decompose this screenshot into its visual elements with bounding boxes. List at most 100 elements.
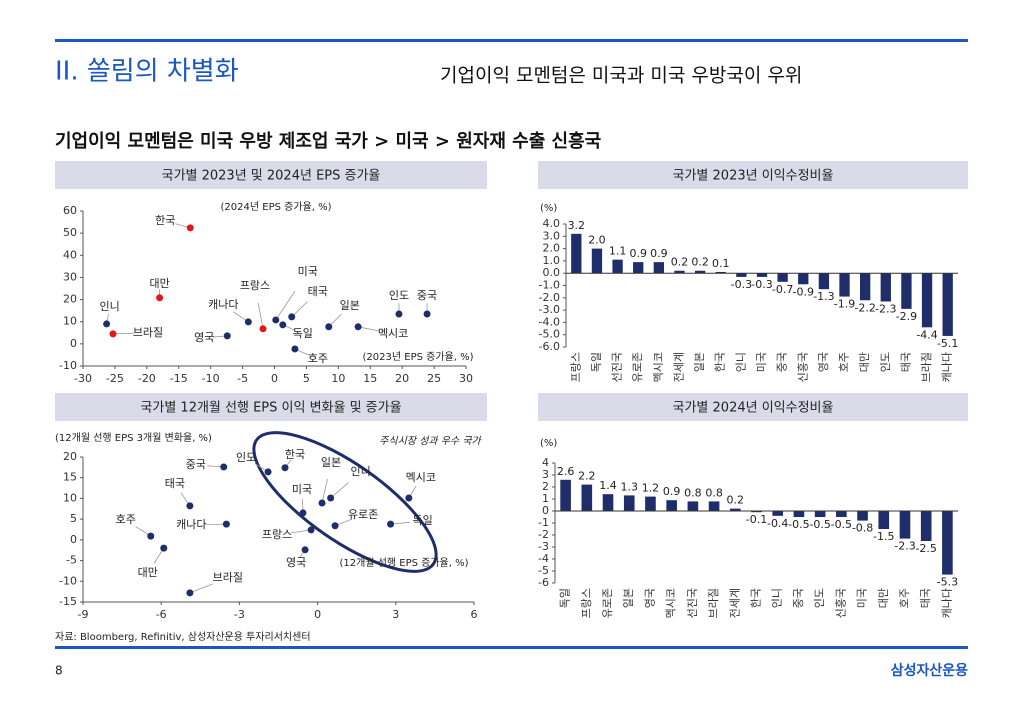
value-label: -0.5: [809, 518, 830, 531]
value-label: -0.1: [746, 513, 767, 526]
point: [186, 502, 194, 510]
y-tick-label: 4.0: [543, 217, 561, 230]
x-tick-label: 6: [471, 608, 478, 621]
bar: [920, 511, 932, 541]
point: [331, 522, 339, 530]
point-label: 브라질: [133, 326, 163, 339]
point-label: 한국: [285, 448, 305, 461]
bar: [772, 511, 784, 516]
y-tick-label: -4.0: [539, 315, 560, 328]
point-label: 태국: [165, 477, 185, 490]
y-tick-label: 3.0: [543, 229, 561, 242]
value-label: 2.2: [578, 470, 596, 483]
value-label: -0.5: [788, 518, 809, 531]
bar: [708, 501, 720, 511]
bar: [751, 511, 762, 513]
y-tick-label: 30: [63, 270, 77, 283]
bar: [736, 273, 747, 277]
x-tick-label: -10: [202, 372, 220, 385]
point-label: 유로존: [348, 508, 378, 521]
x-tick-label: -20: [138, 372, 156, 385]
bar: [633, 262, 644, 274]
y-tick-label: 10: [63, 491, 77, 504]
x-tick-label: 영국: [817, 352, 830, 372]
y-tick-label: 0: [70, 337, 77, 350]
value-label: 0.1: [712, 257, 730, 270]
value-label: 0.8: [705, 486, 723, 499]
value-label: -2.2: [854, 301, 875, 314]
point-label: 영국: [286, 556, 306, 569]
y-tick-label: 0: [70, 533, 77, 546]
point: [354, 323, 362, 331]
bar: [687, 501, 699, 511]
logo: 삼성자산운용: [891, 662, 968, 679]
point: [423, 310, 431, 318]
bar: [878, 511, 890, 529]
value-label: 1.1: [609, 245, 627, 258]
value-label: 2.6: [557, 465, 575, 478]
point: [279, 321, 287, 329]
value-label: 0.9: [663, 485, 681, 498]
leader-line: [205, 523, 227, 526]
point-label: 대만: [138, 566, 158, 579]
value-label: -0.7: [772, 283, 793, 296]
value-label: 2.0: [588, 234, 606, 247]
bar: [645, 496, 656, 511]
point-label: 호주: [116, 513, 136, 526]
leader-line: [189, 583, 213, 594]
x-tick-label: 일본: [692, 352, 706, 372]
x-tick-label: -3: [234, 608, 245, 621]
bar: [880, 273, 891, 302]
x-tick-label: 프랑스: [569, 352, 582, 382]
x-tick-label: 대만: [858, 352, 871, 372]
bar: [818, 273, 830, 290]
x-tick-label: 미국: [856, 588, 869, 608]
point-label: 미국: [298, 265, 318, 278]
y-tick-label: 3: [542, 468, 549, 481]
point-label: 브라질: [213, 571, 243, 584]
bar: [666, 500, 677, 511]
point-label: 중국: [186, 458, 206, 471]
point: [264, 468, 272, 476]
y-tick-label: -5.0: [539, 328, 560, 341]
x-tick-label: 20: [395, 372, 409, 385]
point-label: 호주: [308, 352, 328, 365]
bar: [729, 508, 741, 511]
x-tick-label: 선진국: [611, 352, 624, 382]
x-tick-label: 전세계: [728, 588, 741, 618]
x-tick-label: 유로존: [601, 588, 614, 618]
x-tick-label: 25: [427, 372, 441, 385]
bar: [602, 494, 614, 511]
point-label: 멕시코: [378, 327, 408, 340]
x-tick-label: -15: [170, 372, 188, 385]
x-tick-label: 독일: [589, 352, 603, 372]
value-label: -1.9: [834, 298, 855, 311]
point: [223, 332, 231, 340]
panel-header: [55, 161, 487, 189]
value-label: -0.9: [793, 285, 814, 298]
page-subtitle: 기업이익 모멘텀은 미국과 미국 우방국이 우위: [440, 65, 802, 87]
value-label: 0.9: [629, 247, 647, 260]
y-tick-label: -3.0: [539, 303, 560, 316]
y-tick-label: -10: [59, 574, 77, 587]
value-label: 1.3: [620, 480, 638, 493]
x-tick-label: 신흥국: [795, 352, 809, 382]
y-tick-label: -3: [538, 540, 549, 553]
bar: [921, 273, 933, 328]
bar: [715, 271, 726, 274]
x-tick-label: 대만: [877, 588, 890, 608]
annotation: 주식시장 성과 우수 국가: [379, 435, 482, 447]
x-tick-label: 인도: [879, 352, 892, 372]
chart-title: 국가별 12개월 선행 EPS 이익 변화율 및 증가율: [140, 400, 401, 416]
x-tick-label: -25: [106, 372, 124, 385]
x-tick-label: 0: [314, 608, 321, 621]
panel-header: [55, 393, 487, 421]
bar: [899, 511, 911, 539]
y-tick-label: 1: [542, 492, 549, 505]
leader-line: [330, 482, 349, 499]
point-label: 대만: [149, 277, 169, 290]
bar: [793, 511, 805, 517]
value-label: -2.3: [875, 302, 896, 315]
y-tick-label: -6: [538, 576, 549, 589]
point: [395, 310, 403, 318]
